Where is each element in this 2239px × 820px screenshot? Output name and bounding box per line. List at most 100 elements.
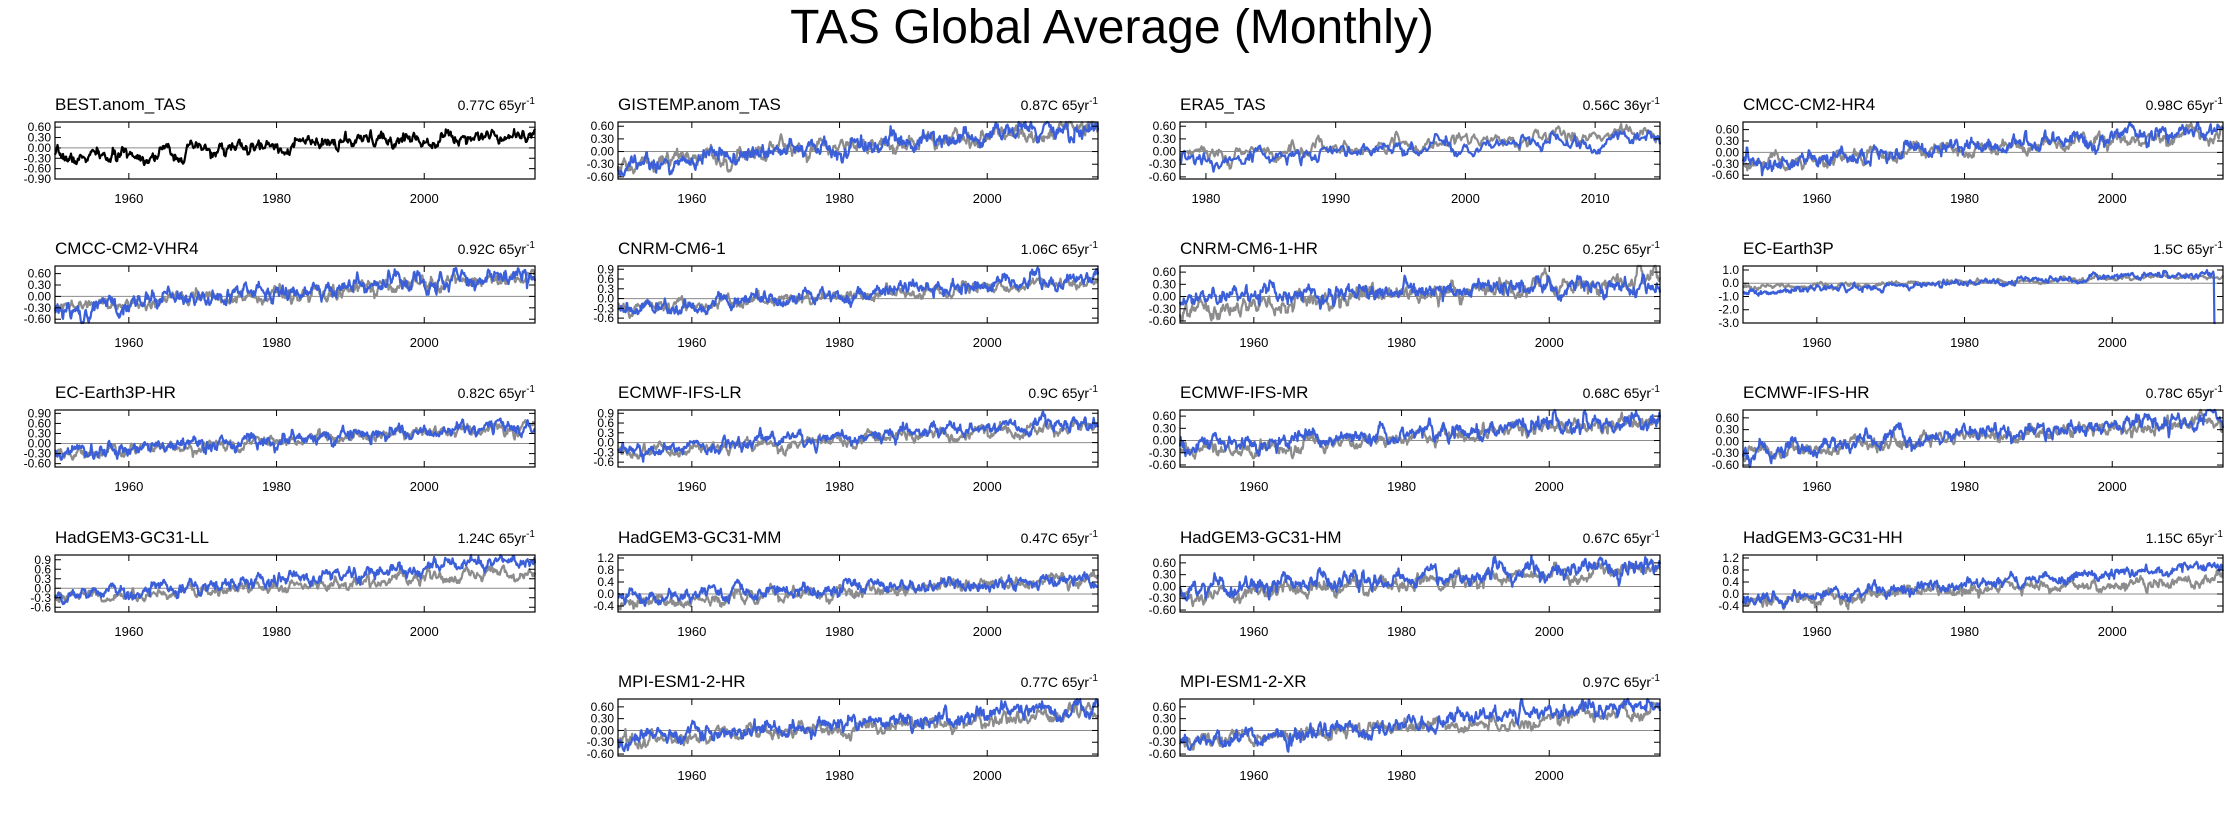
x-tick-label: 1980	[262, 335, 291, 350]
panel-title: ECMWF-IFS-LR	[618, 383, 742, 402]
y-tick-label: 0.30	[1716, 134, 1740, 148]
x-tick-label: 2000	[973, 191, 1002, 206]
series-line-model	[1178, 408, 1662, 458]
panel-cmcc-cm2-vhr4: CMCC-CM2-VHR4 0.92C 65yr-1-0.60-0.300.000…	[24, 239, 537, 350]
panel-ec-earth3p: EC-Earth3P 1.5C 65yr-1 -3.0-2.0-1.00.01.0 1…	[1718, 239, 2224, 350]
panel-cmcc-cm2-hr4: CMCC-CM2-HR4 0.98C 65yr-1-0.60-0.300.000.…	[1712, 95, 2225, 206]
panel-title: EC-Earth3P	[1743, 239, 1834, 258]
x-tick-label: 1960	[1802, 191, 1831, 206]
panel-mpi-esm1-2-xr: MPI-ESM1-2-XR 0.97C 65yr-1-0.60-0.300.000…	[1149, 672, 1662, 783]
x-tick-label: 2000	[410, 191, 439, 206]
x-tick-label: 1980	[825, 479, 854, 494]
plot-frame	[54, 121, 536, 180]
y-tick-label: 0.9	[34, 553, 51, 567]
y-tick-label: 0.30	[28, 278, 52, 292]
x-tick-label: 1980	[262, 191, 291, 206]
x-tick-label: 1980	[1950, 335, 1979, 350]
y-tick-label: -0.60	[1149, 314, 1177, 328]
panel-ecmwf-ifs-lr: ECMWF-IFS-LR 0.9C 65yr-1 -0.6-0.30.00.30.6…	[593, 383, 1100, 494]
x-tick-label: 2000	[973, 624, 1002, 639]
y-tick-label: 0.3	[597, 426, 614, 440]
y-tick-label: -0.3	[593, 445, 614, 459]
panel-title: CNRM-CM6-1	[618, 239, 726, 258]
trend-annotation: 1.15C 65yr-1	[2146, 529, 2224, 546]
trend-exponent: -1	[1651, 529, 1660, 540]
y-tick-label: 0.8	[1722, 563, 1739, 577]
y-tick-label: 0.60	[28, 416, 52, 430]
series-line-model	[53, 267, 537, 325]
x-tick-label: 1960	[1239, 479, 1268, 494]
y-tick-label: 0.3	[597, 282, 614, 296]
y-tick-label: 0.00	[28, 437, 52, 451]
y-tick-label: -0.6	[593, 311, 614, 325]
trend-exponent: -1	[526, 384, 535, 395]
y-tick-label: 0.30	[591, 132, 615, 146]
panel-mpi-esm1-2-hr: MPI-ESM1-2-HR 0.77C 65yr-1-0.60-0.300.000…	[587, 672, 1100, 783]
y-tick-label: -2.0	[1718, 303, 1739, 317]
y-tick-label: -0.30	[1149, 302, 1177, 316]
plot-frame	[1179, 121, 1661, 180]
y-tick-label: -0.60	[1712, 168, 1740, 182]
trend-exponent: -1	[1089, 529, 1098, 540]
panel-title: ECMWF-IFS-MR	[1180, 383, 1308, 402]
trend-annotation: 0.67C 65yr-1	[1583, 529, 1661, 546]
y-tick-label: -1.0	[1718, 289, 1739, 303]
plot-frame	[54, 265, 536, 324]
y-tick-label: 0.30	[1153, 421, 1177, 435]
trend-value: 0.47C 65yr	[1021, 530, 1090, 546]
y-tick-label: 1.0	[1722, 263, 1739, 277]
x-tick-label: 1960	[114, 335, 143, 350]
trend-annotation: 0.82C 65yr-1	[458, 384, 536, 401]
trend-exponent: -1	[1651, 96, 1660, 107]
y-tick-label: 0.9	[597, 262, 614, 276]
plot-frame	[1179, 698, 1661, 757]
trend-annotation: 0.97C 65yr-1	[1583, 673, 1661, 690]
y-tick-label: 0.00	[1153, 145, 1177, 159]
trend-value: 0.77C 65yr	[458, 97, 527, 113]
series-line-reference	[1742, 569, 2224, 611]
plot-frame	[1742, 554, 2224, 613]
trend-exponent: -1	[2214, 240, 2223, 251]
trend-exponent: -1	[1089, 96, 1098, 107]
series-line-model	[617, 266, 1100, 316]
y-tick-label: -0.30	[24, 301, 52, 315]
series-line-model	[616, 120, 1100, 177]
panel-title: HadGEM3-GC31-HM	[1180, 528, 1342, 547]
trend-annotation: 1.06C 65yr-1	[1021, 240, 1099, 257]
x-tick-label: 1980	[1387, 335, 1416, 350]
x-tick-label: 1980	[262, 479, 291, 494]
y-tick-label: -0.6	[593, 455, 614, 469]
series-line-model	[1178, 554, 1662, 602]
x-tick-label: 1980	[262, 624, 291, 639]
x-tick-label: 1960	[677, 479, 706, 494]
trend-annotation: 0.56C 36yr-1	[1583, 96, 1661, 113]
series-line-reference	[616, 701, 1100, 750]
y-tick-label: 0.30	[1716, 423, 1740, 437]
trend-annotation: 0.92C 65yr-1	[458, 240, 536, 257]
x-tick-label: 2000	[410, 624, 439, 639]
series-line-reference	[616, 120, 1100, 175]
x-tick-label: 1960	[677, 624, 706, 639]
trend-annotation: 0.77C 65yr-1	[458, 96, 536, 113]
y-tick-label: -0.6	[30, 600, 51, 614]
x-tick-label: 1980	[1387, 624, 1416, 639]
series-line-model	[1742, 269, 2217, 325]
series-line-reference	[1179, 411, 1662, 460]
y-tick-label: -0.60	[24, 312, 52, 326]
y-tick-label: 0.30	[1153, 568, 1177, 582]
x-tick-label: 1980	[1191, 191, 1220, 206]
panel-ec-earth3p-hr: EC-Earth3P-HR 0.82C 65yr-1-0.60-0.300.000…	[24, 383, 536, 494]
y-tick-label: 0.30	[591, 712, 615, 726]
y-tick-label: -0.60	[587, 747, 615, 761]
y-tick-label: 0.60	[1153, 119, 1177, 133]
x-tick-label: 1960	[1239, 335, 1268, 350]
x-tick-label: 1980	[1950, 479, 1979, 494]
y-tick-label: 0.4	[1722, 575, 1739, 589]
y-tick-label: 0.3	[34, 572, 51, 586]
y-tick-label: -0.60	[1149, 458, 1177, 472]
y-tick-label: 0.90	[28, 406, 52, 420]
y-tick-label: -0.60	[587, 170, 615, 184]
y-tick-label: 0.0	[597, 436, 614, 450]
y-tick-label: 0.00	[28, 141, 52, 155]
y-tick-label: 0.30	[28, 426, 52, 440]
